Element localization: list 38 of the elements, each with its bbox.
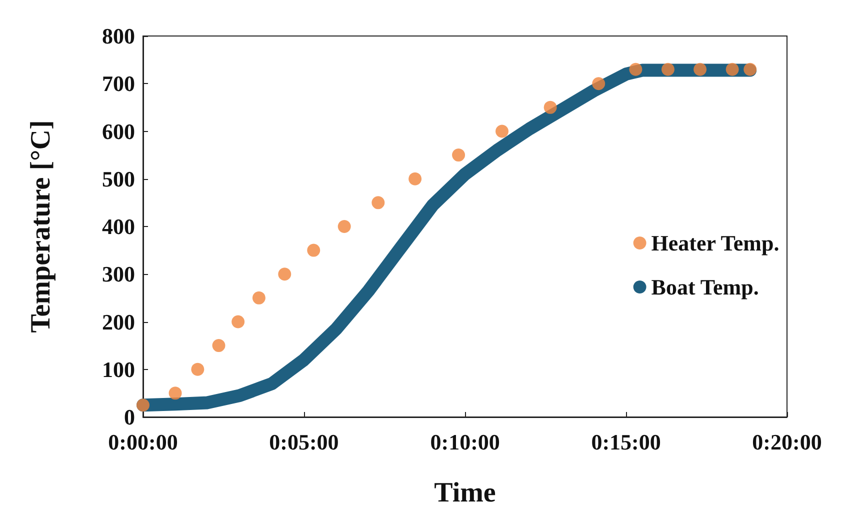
point: [726, 62, 739, 76]
point: [629, 62, 642, 76]
point: [191, 362, 204, 376]
point: [452, 148, 466, 162]
point: [592, 77, 606, 90]
x-tick-label: 0:10:00: [430, 430, 500, 454]
y-tick-label: 500: [102, 166, 135, 192]
y-tick-label: 600: [102, 118, 135, 144]
point: [338, 220, 351, 233]
x-tick-label: 0:00:00: [108, 430, 178, 454]
point: [252, 291, 266, 304]
x-tick-label: 0:15:00: [591, 430, 661, 454]
point: [168, 386, 182, 400]
y-tick-label: 0: [124, 404, 135, 430]
point: [212, 339, 226, 352]
point: [694, 62, 707, 76]
point: [496, 124, 508, 138]
point: [278, 268, 292, 281]
y-tick-label: 100: [102, 356, 135, 382]
point: [661, 62, 674, 76]
legend-label: Boat Temp.: [651, 274, 759, 300]
point: [372, 196, 385, 210]
point: [136, 398, 150, 412]
x-axis-title: Time: [434, 478, 496, 508]
x-tick-label: 0:05:00: [269, 430, 339, 454]
point: [307, 244, 320, 257]
y-tick-label: 400: [102, 214, 135, 239]
y-tick-label: 700: [102, 71, 135, 96]
y-axis-title: Temperature [°C]: [26, 120, 56, 333]
point: [744, 62, 757, 76]
y-tick-label: 800: [102, 24, 135, 48]
point: [232, 315, 245, 328]
y-tick-label: 200: [102, 309, 135, 334]
legend-label: Heater Temp.: [651, 230, 780, 256]
point: [544, 100, 557, 114]
x-tick-label: 0:20:00: [752, 430, 822, 454]
point: [408, 172, 422, 186]
y-tick-label: 300: [102, 262, 135, 287]
